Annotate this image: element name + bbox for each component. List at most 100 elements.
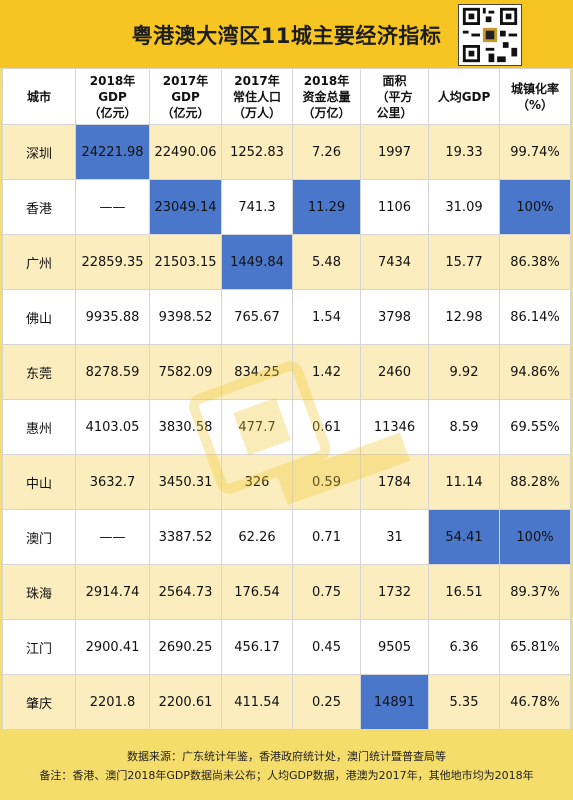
page-title: 粤港澳大湾区11城主要经济指标 [131, 24, 442, 48]
value-cell: 0.61 [292, 399, 361, 455]
value-cell: 326 [221, 454, 293, 510]
table-row: 澳门 —— 3387.52 62.26 0.71 31 54.41 100% [2, 509, 571, 565]
column-header-line: 面积 [382, 73, 407, 88]
watermark-logo [189, 361, 411, 506]
column-header-line: （万人） [232, 105, 281, 120]
value-cell: 100% [499, 179, 571, 235]
value-cell: 2690.25 [149, 619, 222, 675]
value-cell: 2914.74 [75, 564, 150, 620]
table-row: 深圳 24221.98 22490.06 1252.83 7.26 1997 19.33 99… [2, 124, 571, 180]
value-cell: 21503.15 [149, 234, 222, 290]
data-source-note: 数据来源：广东统计年鉴，香港政府统计处，澳门统计暨普查局等 [127, 750, 446, 763]
city-cell: 江门 [2, 619, 76, 675]
value-cell: 100% [499, 509, 571, 565]
value-cell: 1784 [360, 454, 429, 510]
column-header-line: （平方 [376, 89, 413, 104]
value-cell: —— [75, 509, 150, 565]
value-cell: 22859.35 [75, 234, 150, 290]
table-header-row: 城市 2018年 GDP （亿元） 2017年 GDP （亿元） 2017年 常住人口 （万人） 2… [2, 68, 571, 125]
remark-note: 备注：香港、澳门2018年GDP数据尚未公布；人均GDP数据，港澳为2017年，… [39, 769, 534, 782]
value-cell: 24221.98 [75, 124, 150, 180]
value-cell: 86.14% [499, 289, 571, 345]
column-header-line: GDP [98, 89, 127, 104]
value-cell: 1.42 [292, 344, 361, 400]
value-cell: —— [75, 179, 150, 235]
city-cell: 澳门 [2, 509, 76, 565]
value-cell: 5.48 [292, 234, 361, 290]
column-header: 人均GDP [428, 68, 500, 125]
value-cell: 765.67 [221, 289, 293, 345]
column-header-line: （万亿） [302, 105, 351, 120]
value-cell: 12.98 [428, 289, 500, 345]
value-cell: 14891 [360, 674, 429, 730]
value-cell: 9.92 [428, 344, 500, 400]
column-header-line: （亿元） [161, 105, 210, 120]
value-cell: 0.71 [292, 509, 361, 565]
value-cell: 11346 [360, 399, 429, 455]
value-cell: 3830.58 [149, 399, 222, 455]
value-cell: 89.37% [499, 564, 571, 620]
table-row: 佛山 9935.88 9398.52 765.67 1.54 3798 12.98 86.14… [2, 289, 571, 345]
value-cell: 31 [360, 509, 429, 565]
value-cell: 15.77 [428, 234, 500, 290]
value-cell: 1449.84 [221, 234, 293, 290]
column-header: 2017年 GDP （亿元） [149, 68, 222, 125]
value-cell: 3450.31 [149, 454, 222, 510]
value-cell: 22490.06 [149, 124, 222, 180]
column-header: 2017年 常住人口 （万人） [221, 68, 293, 125]
value-cell: 5.35 [428, 674, 500, 730]
column-header-line: 城镇化率 [510, 81, 559, 96]
column-header-line: 常住人口 [232, 89, 281, 104]
value-cell: 99.74% [499, 124, 571, 180]
value-cell: 11.14 [428, 454, 500, 510]
value-cell: 46.78% [499, 674, 571, 730]
value-cell: 16.51 [428, 564, 500, 620]
column-header-line: 2017年 [162, 73, 209, 88]
table-row: 江门 2900.41 2690.25 456.17 0.45 9505 6.36 65.81% [2, 619, 571, 675]
economic-indicators-table: 城市 2018年 GDP （亿元） 2017年 GDP （亿元） 2017年 常住人口 （万人） 2… [2, 68, 571, 730]
value-cell: 62.26 [221, 509, 293, 565]
value-cell: 2460 [360, 344, 429, 400]
value-cell: 6.36 [428, 619, 500, 675]
value-cell: 0.25 [292, 674, 361, 730]
city-cell: 东莞 [2, 344, 76, 400]
city-cell: 广州 [2, 234, 76, 290]
value-cell: 9935.88 [75, 289, 150, 345]
column-header: 2018年 GDP （亿元） [75, 68, 150, 125]
table-row: 香港 —— 23049.14 741.3 11.29 1106 31.09 100% [2, 179, 571, 235]
value-cell: 4103.05 [75, 399, 150, 455]
value-cell: 176.54 [221, 564, 293, 620]
value-cell: 65.81% [499, 619, 571, 675]
city-cell: 深圳 [2, 124, 76, 180]
city-cell: 香港 [2, 179, 76, 235]
qr-code-icon [458, 4, 522, 66]
table-row: 广州 22859.35 21503.15 1449.84 5.48 7434 15.77 86… [2, 234, 571, 290]
value-cell: 11.29 [292, 179, 361, 235]
value-cell: 9505 [360, 619, 429, 675]
city-cell: 中山 [2, 454, 76, 510]
value-cell: 1.54 [292, 289, 361, 345]
table-row: 珠海 2914.74 2564.73 176.54 0.75 1732 16.51 89.37… [2, 564, 571, 620]
value-cell: 19.33 [428, 124, 500, 180]
value-cell: 86.38% [499, 234, 571, 290]
column-header-line: 人均GDP [437, 89, 491, 104]
column-header-line: （亿元） [88, 105, 137, 120]
value-cell: 2201.8 [75, 674, 150, 730]
value-cell: 456.17 [221, 619, 293, 675]
value-cell: 94.86% [499, 344, 571, 400]
value-cell: 7434 [360, 234, 429, 290]
column-header-line: （%） [516, 97, 554, 112]
value-cell: 7.26 [292, 124, 361, 180]
title-banner: 粤港澳大湾区11城主要经济指标 [0, 0, 573, 68]
value-cell: 31.09 [428, 179, 500, 235]
city-cell: 惠州 [2, 399, 76, 455]
city-cell: 佛山 [2, 289, 76, 345]
value-cell: 1106 [360, 179, 429, 235]
column-header-line: 2018年 [89, 73, 136, 88]
value-cell: 0.45 [292, 619, 361, 675]
value-cell: 1252.83 [221, 124, 293, 180]
column-header-line: 资金总量 [302, 89, 351, 104]
value-cell: 1732 [360, 564, 429, 620]
